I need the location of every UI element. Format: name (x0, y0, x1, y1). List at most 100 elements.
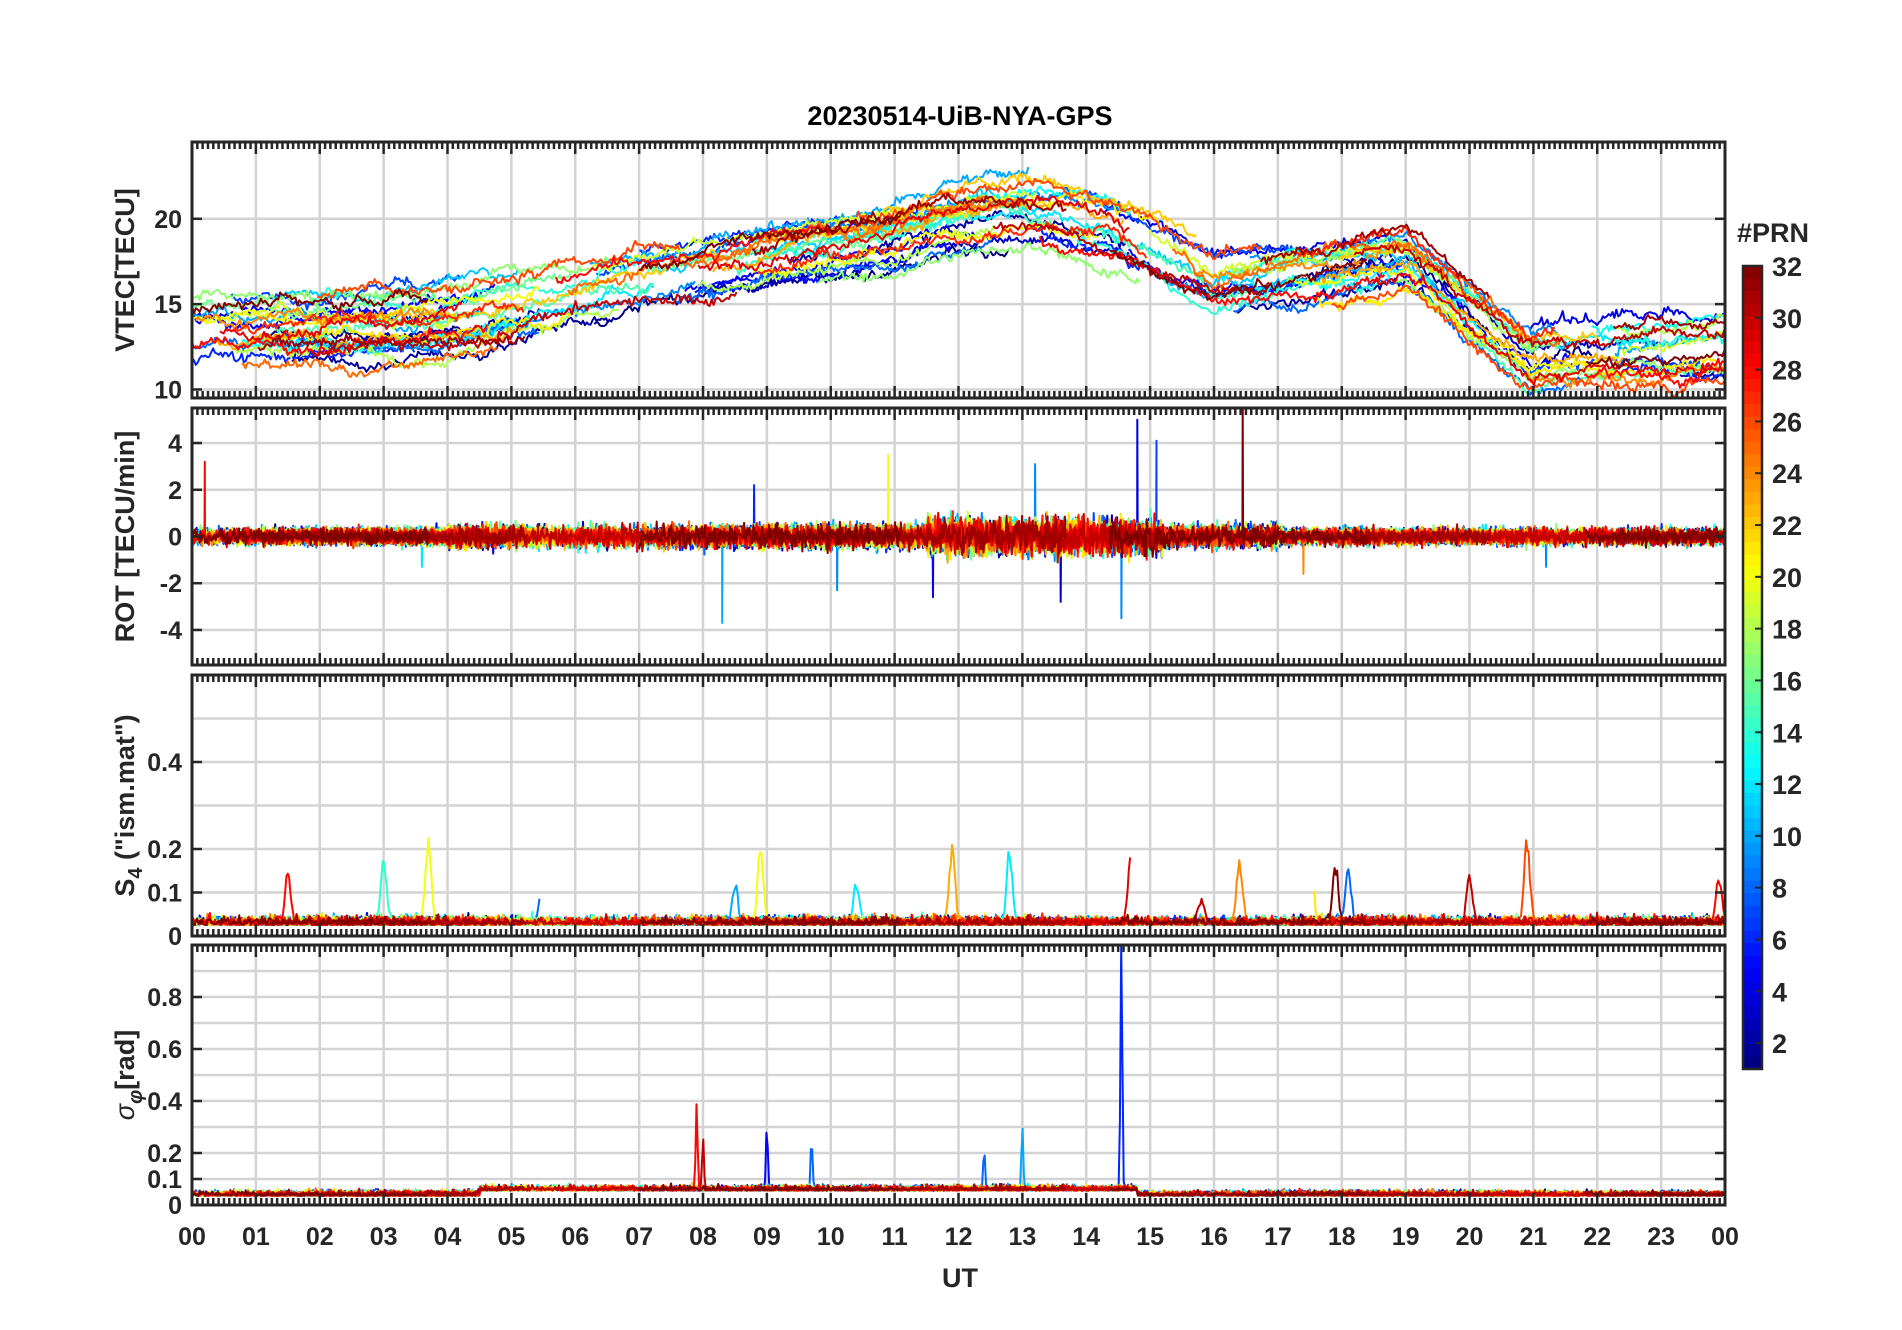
series-line-prn-28 (555, 224, 837, 285)
colorbar-segment (1743, 780, 1762, 794)
series-line-prn-32 (1109, 249, 1368, 301)
colorbar-segment (1743, 981, 1762, 995)
colorbar-segment (1743, 1018, 1762, 1032)
y-tick-label: 0.1 (147, 880, 182, 908)
series-line-prn-19 (591, 190, 1036, 273)
x-tick-label: 06 (561, 1223, 589, 1251)
series-line-prn-28 (192, 324, 489, 357)
panel-vtec: 10 15 20 VTEC[TECU] (110, 140, 1727, 404)
series-line-prn-26 (316, 239, 681, 299)
colorbar-segment (1743, 491, 1762, 505)
y-label-rest: ("ism.mat") (110, 714, 140, 867)
series-line-prn-13 (1591, 313, 1725, 335)
series-line-prn-29 (219, 301, 463, 342)
colorbar-segment (1743, 592, 1762, 606)
series-line-prn-30 (992, 221, 1270, 297)
colorbar-segment (1743, 893, 1762, 907)
y-label-subscript: φ (125, 1090, 147, 1104)
y-tick-label: -2 (160, 570, 182, 598)
colorbar-segment (1743, 266, 1762, 280)
y-label-main: σ (110, 1102, 140, 1120)
series-line-prn-32 (638, 520, 901, 555)
colorbar-segment (1743, 416, 1762, 430)
series-line-prn-19 (1621, 330, 1725, 356)
x-tick-label: 16 (1200, 1223, 1228, 1251)
series-line-prn-20 (192, 285, 540, 330)
series-line-prn-22 (1338, 245, 1599, 345)
series-line-prn-32 (192, 914, 430, 927)
colorbar-segment (1743, 930, 1762, 945)
colorbar-segment (1743, 830, 1762, 844)
colorbar-segment (1743, 818, 1762, 832)
colorbar-segment (1743, 429, 1762, 443)
y-tick-label: 10 (154, 376, 182, 404)
series-line-prn-21 (1314, 285, 1720, 379)
series-line-prn-32 (1585, 527, 1725, 549)
colorbar-segment (1743, 943, 1762, 957)
y-tick-label: 0.4 (147, 749, 182, 777)
colorbar-segment (1743, 843, 1762, 857)
colorbar-segment (1743, 805, 1762, 819)
colorbar-segment (1743, 604, 1762, 618)
colorbar-segment (1743, 391, 1762, 405)
series-line-prn-2 (1679, 370, 1725, 379)
colorbar-tick-label: 6 (1772, 925, 1787, 955)
colorbar-segment (1743, 454, 1762, 468)
colorbar-segment (1743, 378, 1762, 393)
x-tick-label: 07 (625, 1223, 653, 1251)
series-line-prn-32 (638, 210, 901, 272)
colorbar-segment (1743, 579, 1762, 593)
series-line-prn-29 (697, 194, 1130, 272)
colorbar-segment (1743, 868, 1762, 882)
series-line-prn-30 (1353, 244, 1725, 350)
y-tick-label: -4 (160, 617, 182, 645)
colorbar-segment (1743, 742, 1762, 756)
y-tick-label: 0.1 (147, 1166, 182, 1194)
series-line-prn-23 (1321, 260, 1624, 365)
series-line-prn-32 (1109, 867, 1368, 927)
x-tick-label: 05 (497, 1223, 525, 1251)
colorbar-segment (1743, 529, 1762, 543)
x-tick-label: 15 (1136, 1223, 1164, 1251)
y-tick-label: 0.4 (147, 1088, 182, 1116)
colorbar-segment (1743, 328, 1762, 342)
series-line-prn-32 (638, 1182, 901, 1192)
x-tick-label: 21 (1519, 1223, 1547, 1251)
x-tick-labels: 00 01 02 03 04 05 06 07 08 09 10 11 12 13 14 15 16 17 18 19… (178, 1223, 1739, 1251)
colorbar-segment (1743, 1006, 1762, 1020)
colorbar-segment (1743, 717, 1762, 731)
series-line-prn-28 (1584, 357, 1725, 389)
y-axis-label: ROT [TECU/min] (110, 431, 140, 642)
series-line-prn-19 (1148, 229, 1425, 278)
x-tick-label: 04 (434, 1223, 462, 1251)
y-label-subscript: 4 (125, 867, 147, 879)
series-line-prn-32 (1108, 408, 1368, 559)
colorbar-tick-label: 18 (1772, 615, 1802, 645)
x-tick-label: 00 (1711, 1223, 1739, 1251)
series-line-prn-4 (1529, 305, 1725, 331)
colorbar-segment (1743, 504, 1762, 518)
series-line-prn-31 (1612, 314, 1725, 331)
x-tick-label: 18 (1328, 1223, 1356, 1251)
y-tick-label: 20 (154, 206, 182, 234)
series-line-prn-14 (1604, 333, 1725, 351)
x-tick-label: 08 (689, 1223, 717, 1251)
colorbar-segment (1743, 629, 1762, 644)
x-tick-label: 10 (817, 1223, 845, 1251)
series-line-prn-32 (1585, 350, 1725, 370)
y-label-main: S (110, 879, 140, 897)
series-line-prn-12 (1218, 241, 1650, 350)
colorbar-segment (1743, 303, 1762, 317)
panel-sigma: 00.10.20.40.60.8σφ[rad] (110, 943, 1727, 1220)
series-line-prn-32 (1585, 915, 1725, 926)
colorbar-tick-label: 22 (1772, 511, 1802, 541)
series-line-prn-18 (696, 224, 996, 292)
series-line-prn-31 (257, 523, 527, 551)
x-tick-label: 09 (753, 1223, 781, 1251)
colorbar-tick-label: 4 (1772, 977, 1787, 1007)
colorbar-segment (1743, 755, 1762, 769)
colorbar-tick-label: 26 (1772, 407, 1802, 437)
y-tick-label: 0.2 (147, 1140, 182, 1168)
